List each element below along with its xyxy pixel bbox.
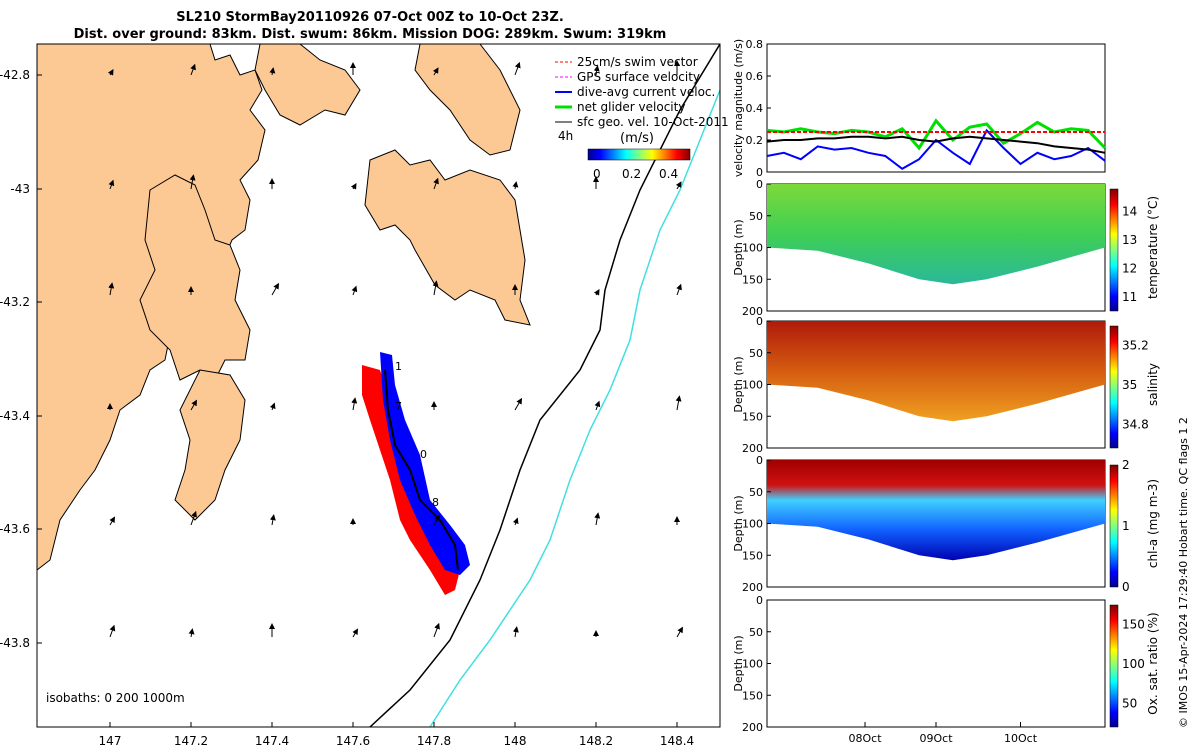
chart-title-line1: SL210 StormBay20110926 07-Oct 00Z to 10-… — [176, 10, 564, 25]
lon-tick-label: 148 — [504, 734, 527, 748]
day-marker-7: 7 — [395, 400, 402, 413]
colorbar-tick-0.4: 0.4 — [659, 167, 678, 181]
legend-label-net: net glider velocity — [577, 100, 685, 114]
geo-velocity-arrow — [676, 283, 682, 296]
lat-tick-label: -43.8 — [0, 636, 30, 650]
geo-velocity-arrow — [107, 68, 114, 76]
geo-velocity-arrow — [352, 628, 358, 638]
geo-velocity-arrow — [269, 402, 276, 411]
lat-tick-label: -43.2 — [0, 295, 30, 309]
lat-tick-label: -43.4 — [0, 409, 30, 423]
geo-velocity-arrow — [594, 512, 601, 526]
geo-velocity-arrow — [109, 624, 116, 638]
lon-tick-label: 147.6 — [336, 734, 370, 748]
lon-tick-label: 148.4 — [660, 734, 694, 748]
geo-velocity-arrow — [433, 622, 440, 638]
geo-velocity-arrow — [108, 179, 115, 190]
legend-label-swim: 25cm/s swim vector — [577, 55, 698, 69]
geo-velocity-arrow — [351, 397, 358, 411]
geo-velocity-arrow — [108, 282, 115, 296]
day-marker-0: 0 — [420, 448, 427, 461]
geo-velocity-arrow — [675, 181, 682, 190]
geo-velocity-arrow — [512, 181, 519, 190]
legend-label-gps: GPS surface velocity — [577, 70, 700, 84]
colorbar-tick-0.2: 0.2 — [622, 167, 641, 181]
chart-title-line2: Dist. over ground: 83km. Dist. swum: 86k… — [73, 27, 667, 42]
geo-velocity-arrow — [432, 280, 439, 296]
geo-velocity-arrow — [271, 282, 279, 296]
lon-tick-label: 147 — [99, 734, 122, 748]
geo-velocity-arrow — [190, 63, 196, 76]
glider-track — [384, 369, 459, 571]
geo-velocity-arrows — [107, 60, 683, 638]
land-forestier — [254, 44, 361, 126]
geo-velocity-arrow — [593, 65, 600, 76]
isobath-1000m — [429, 89, 720, 727]
geo-velocity-arrow — [188, 628, 195, 638]
lon-tick-label: 147.4 — [255, 734, 289, 748]
geo-velocity-arrow — [433, 177, 439, 190]
map-legend: 25cm/s swim vector GPS surface velocity … — [555, 55, 729, 181]
geo-velocity-arrow — [433, 514, 440, 526]
geo-velocity-arrow — [593, 288, 600, 296]
geo-velocity-arrow — [269, 514, 276, 526]
geo-velocity-arrow — [512, 626, 519, 638]
geo-velocity-arrow — [594, 400, 601, 411]
land-freycinet — [414, 44, 521, 156]
lat-tick-label: -42.8 — [0, 68, 30, 82]
colorbar-tick-0: 0 — [593, 167, 601, 181]
scale-label-4h: 4h — [558, 129, 573, 143]
legend-label-dive: dive-avg current veloc. — [577, 85, 715, 99]
lon-tick-label: 147.2 — [174, 734, 208, 748]
land-bruny — [174, 369, 246, 521]
day-marker-1: 1 — [395, 360, 402, 373]
footer-credit: © IMOS 15-Apr-2024 17:29:40 Hobart time.… — [1177, 417, 1190, 728]
land-peninsula — [139, 174, 251, 381]
lat-tick-label: -43.6 — [0, 522, 30, 536]
isobaths-label: isobaths: 0 200 1000m — [46, 691, 185, 705]
geo-velocity-arrow — [109, 516, 115, 526]
geo-velocity-arrow — [190, 399, 198, 411]
legend-label-sfc: sfc geo. vel. 10-Oct-2011 — [577, 115, 729, 129]
geo-velocity-arrow — [269, 67, 276, 76]
land-tasman-peninsula — [364, 149, 531, 326]
isobath-200m — [369, 44, 720, 727]
lat-tick-label: -43 — [10, 182, 30, 196]
geo-velocity-arrow — [676, 626, 683, 638]
map-frame — [36, 43, 721, 728]
geo-velocity-arrow — [514, 61, 521, 76]
colorbar-unit: (m/s) — [620, 131, 654, 146]
geo-velocity-arrow — [351, 285, 358, 296]
geo-velocity-arrow — [432, 67, 439, 76]
glider-current-vectors — [380, 352, 470, 575]
geo-velocity-arrow — [512, 517, 519, 526]
geo-velocity-arrow — [675, 395, 682, 411]
speed-colorbar — [587, 148, 691, 161]
lon-tick-label: 148.2 — [579, 734, 613, 748]
geo-velocity-arrow — [350, 182, 357, 190]
day-marker-8: 8 — [432, 496, 439, 509]
geo-velocity-arrow — [514, 397, 522, 411]
geo-velocity-arrow — [190, 510, 197, 526]
geo-velocity-arrow — [189, 174, 196, 190]
lon-tick-label: 147.8 — [417, 734, 451, 748]
